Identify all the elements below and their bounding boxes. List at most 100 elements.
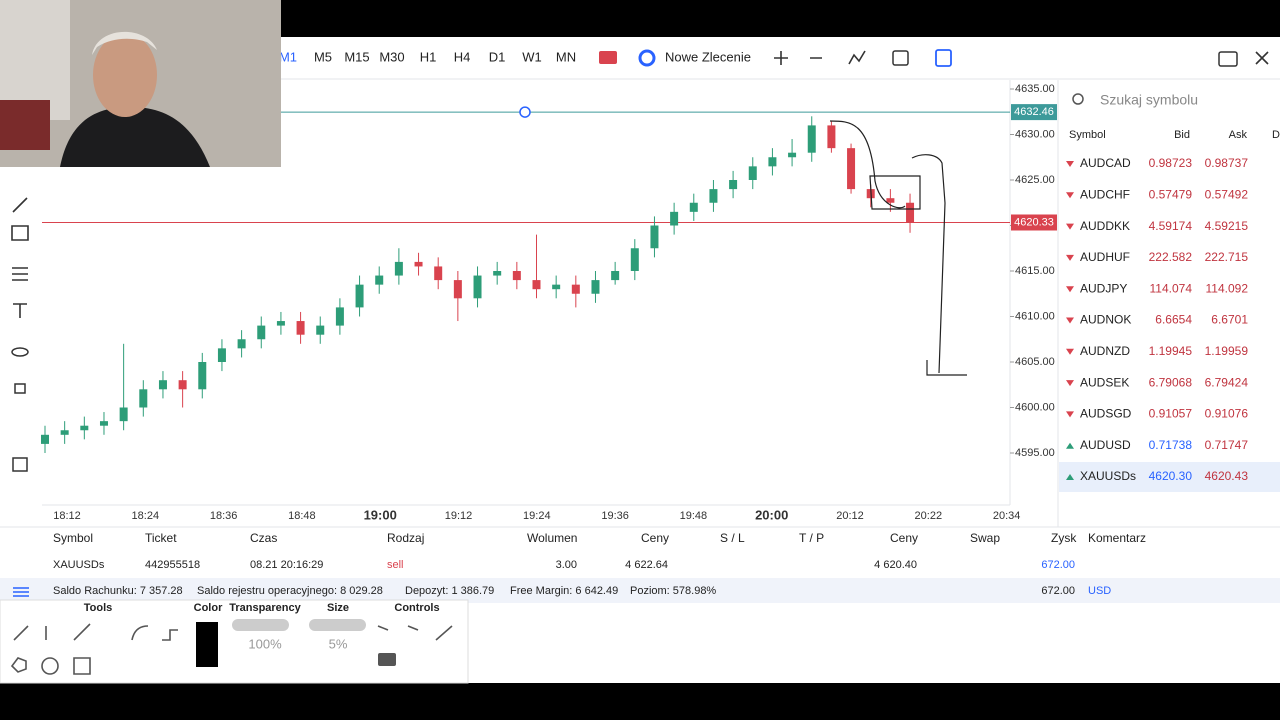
size-slider[interactable] xyxy=(309,619,366,631)
camera-control[interactable] xyxy=(378,653,396,666)
y-tick-label: 4600.00 xyxy=(1015,401,1055,413)
new-order-button[interactable]: Nowe Zlecenie xyxy=(665,49,751,64)
watchlist-symbol[interactable]: AUDNOK xyxy=(1080,313,1131,327)
left-toolbar xyxy=(11,197,29,472)
fullscreen-button[interactable] xyxy=(1255,51,1269,65)
watchlist-symbol[interactable]: XAUUSDs xyxy=(1080,469,1136,483)
candle-body xyxy=(670,211,679,226)
timeframe-button[interactable]: M1 xyxy=(279,49,297,64)
watchlist-bid: 4620.30 xyxy=(1149,469,1193,483)
candle-body xyxy=(768,157,777,167)
watchlist-bid: 4.59174 xyxy=(1149,219,1193,233)
positions-header: T / P xyxy=(799,531,824,545)
candle-body xyxy=(217,348,226,362)
screenshot-button[interactable] xyxy=(1218,51,1238,67)
timeframe-button[interactable]: H4 xyxy=(454,49,471,64)
watchlist-header: Ask xyxy=(1229,129,1248,141)
panel-section-title: Color xyxy=(194,602,223,614)
circle-tool[interactable] xyxy=(41,657,59,675)
search-input[interactable]: Szukaj symbolu xyxy=(1100,92,1198,108)
watchlist-bid: 222.582 xyxy=(1149,250,1193,264)
watchlist-symbol[interactable]: AUDCHF xyxy=(1080,187,1130,201)
account-stat: Poziom: 578.98% xyxy=(630,585,716,597)
selected-row xyxy=(1059,462,1280,492)
zoom-buttons[interactable] xyxy=(774,51,822,65)
transparency-value: 100% xyxy=(248,636,282,651)
lock-tool[interactable] xyxy=(14,383,26,394)
price-label-box xyxy=(1011,104,1057,121)
candle-body xyxy=(552,284,561,290)
webcam-person-hair xyxy=(92,31,157,55)
x-tick-label: 18:36 xyxy=(210,510,238,522)
positions-table: Symbol Ticket Czas Rodzaj Wolumen Ceny S / L T … xyxy=(13,531,1146,597)
watchlist-ask: 0.91076 xyxy=(1205,407,1249,421)
direction-arrow xyxy=(1066,223,1074,230)
tool-icons[interactable] xyxy=(10,623,453,675)
panel-section-title: Size xyxy=(327,602,349,614)
objects-tool[interactable] xyxy=(12,457,28,472)
y-tick-label: 4625.00 xyxy=(1015,174,1055,186)
watchlist-symbol[interactable]: AUDDKK xyxy=(1080,219,1130,233)
timeframe-button[interactable]: M15 xyxy=(344,49,369,64)
candle-body xyxy=(60,430,69,435)
position-cell: 08.21 20:16:29 xyxy=(250,559,323,571)
price-label: 4632.46 xyxy=(1014,106,1054,118)
candle-body xyxy=(434,266,443,281)
webcam-person-head xyxy=(93,33,157,117)
x-tick-label: 20:34 xyxy=(993,510,1021,522)
watchlist-ask: 0.57492 xyxy=(1205,187,1249,201)
indicators-button[interactable] xyxy=(848,50,866,65)
y-tick-label: 4595.00 xyxy=(1015,447,1055,459)
x-tick-label: 19:48 xyxy=(680,510,708,522)
watchlist-symbol[interactable]: AUDHUF xyxy=(1080,250,1130,264)
candle-body xyxy=(119,407,128,422)
watchlist-symbol[interactable]: AUDSGD xyxy=(1080,407,1132,421)
account-stat: Saldo rejestru operacyjnego: 8 029.28 xyxy=(197,585,383,597)
direction-arrow xyxy=(1066,254,1074,261)
panel-section-title: Tools xyxy=(84,602,113,614)
line-handle[interactable] xyxy=(519,106,531,118)
freehand-drawing xyxy=(829,120,967,376)
candle-body xyxy=(650,225,659,249)
x-tick-label: 19:12 xyxy=(445,510,473,522)
chart: 4635.004630.004625.004620.004615.004610.… xyxy=(41,83,1057,522)
tool-icons[interactable] xyxy=(11,197,29,318)
calendar-button[interactable] xyxy=(892,50,909,66)
menu-icon[interactable] xyxy=(13,587,29,597)
watchlist-symbol[interactable]: AUDJPY xyxy=(1080,281,1127,295)
timeframe-button[interactable]: M5 xyxy=(314,49,332,64)
candle-body xyxy=(591,280,600,294)
watchlist-ask: 6.79424 xyxy=(1205,375,1249,389)
x-tick-label: 18:24 xyxy=(132,510,160,522)
draw-panel-background xyxy=(0,599,469,684)
positions-header: Symbol xyxy=(53,531,93,545)
timeframe-button[interactable]: MN xyxy=(556,49,576,64)
timeframe-button[interactable]: D1 xyxy=(489,49,506,64)
watchlist-bid: 6.6654 xyxy=(1155,313,1192,327)
timeframe-button[interactable]: H1 xyxy=(420,49,437,64)
candle-body xyxy=(158,380,167,390)
webcam-painting xyxy=(0,100,50,150)
positions-header: Komentarz xyxy=(1088,531,1146,545)
order-icon xyxy=(599,51,617,64)
candle-body xyxy=(80,425,89,431)
y-tick-label: 4635.00 xyxy=(1015,83,1055,95)
color-swatch[interactable] xyxy=(196,622,218,667)
timeframe-button[interactable]: W1 xyxy=(522,49,542,64)
watchlist-symbol[interactable]: AUDNZD xyxy=(1080,344,1130,358)
positions-header: S / L xyxy=(720,531,745,545)
timeframe-button[interactable]: M30 xyxy=(379,49,404,64)
candle-body xyxy=(316,325,325,335)
transparency-slider[interactable] xyxy=(232,619,289,631)
position-cell: sell xyxy=(387,559,404,571)
candle-body xyxy=(709,189,718,203)
visibility-tool[interactable] xyxy=(11,347,29,357)
watchlist-bid: 0.98723 xyxy=(1149,156,1193,170)
notes-button[interactable] xyxy=(935,49,952,67)
watchlist-header: Bid xyxy=(1174,129,1190,141)
watchlist-symbol[interactable]: AUDCAD xyxy=(1080,156,1131,170)
x-tick-label: 18:48 xyxy=(288,510,316,522)
watchlist-symbol[interactable]: AUDSEK xyxy=(1080,375,1129,389)
watchlist-symbol[interactable]: AUDUSD xyxy=(1080,438,1131,452)
